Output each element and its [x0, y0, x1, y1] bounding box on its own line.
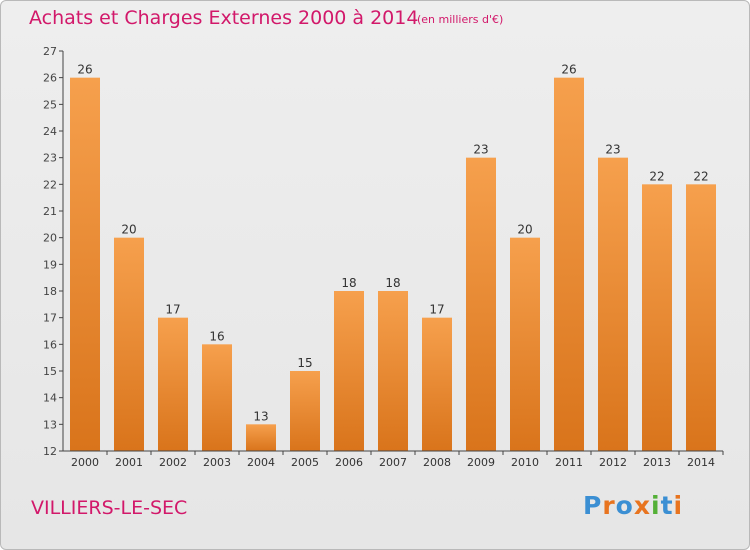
bar-value-label: 22 [649, 169, 664, 183]
x-tick-label: 2001 [115, 456, 143, 469]
bar-value-label: 18 [385, 276, 400, 290]
y-tick-label: 19 [43, 258, 57, 271]
logo-letter: o [615, 491, 634, 520]
bar [246, 424, 276, 451]
x-tick-label: 2006 [335, 456, 363, 469]
bar-value-label: 26 [77, 63, 92, 77]
x-tick-label: 2003 [203, 456, 231, 469]
y-tick-label: 26 [43, 72, 57, 85]
place-name: VILLIERS-LE-SEC [31, 497, 188, 519]
logo-letter: i [673, 491, 684, 520]
x-tick-label: 2000 [71, 456, 99, 469]
y-tick-label: 21 [43, 205, 57, 218]
bar [334, 291, 364, 451]
y-tick-label: 15 [43, 365, 57, 378]
y-tick-label: 12 [43, 445, 57, 458]
x-tick-label: 2012 [599, 456, 627, 469]
bar [554, 77, 584, 452]
bar-value-label: 23 [473, 143, 488, 157]
bar-value-label: 23 [605, 143, 620, 157]
y-axis-ticks: 12 13 14 15 16 17 18 19 20 21 22 23 24 25 26 27 [43, 45, 63, 458]
y-tick-label: 17 [43, 312, 57, 325]
x-tick-label: 2005 [291, 456, 319, 469]
bar-value-label: 20 [517, 223, 532, 237]
bars: 26 20 17 16 13 15 18 18 17 23 20 26 23 22 22 [70, 63, 716, 452]
x-tick-label: 2013 [643, 456, 671, 469]
y-tick-label: 25 [43, 98, 57, 111]
chart-subtitle: (en milliers d'€) [417, 13, 504, 26]
logo-letter: P [583, 491, 603, 520]
logo-letter: r [602, 491, 616, 520]
bar-value-label: 15 [297, 356, 312, 370]
bar [510, 237, 540, 451]
bar-value-label: 16 [209, 329, 224, 343]
bar-value-label: 18 [341, 276, 356, 290]
x-tick-label: 2011 [555, 456, 583, 469]
bar-value-label: 17 [429, 303, 444, 317]
y-tick-label: 20 [43, 232, 57, 245]
logo-letter: t [660, 491, 674, 520]
x-tick-label: 2002 [159, 456, 187, 469]
x-tick-label: 2004 [247, 456, 275, 469]
bar [158, 317, 188, 451]
bar [642, 184, 672, 452]
bar-value-label: 20 [121, 223, 136, 237]
bar [290, 371, 320, 451]
y-tick-label: 23 [43, 152, 57, 165]
bar-value-label: 13 [253, 409, 268, 423]
logo-letter: x [633, 491, 651, 520]
x-tick-label: 2008 [423, 456, 451, 469]
y-tick-label: 24 [43, 125, 57, 138]
bar [114, 237, 144, 451]
y-tick-label: 13 [43, 418, 57, 431]
bar-value-label: 26 [561, 63, 576, 77]
x-tick-label: 2014 [687, 456, 715, 469]
bar [422, 317, 452, 451]
y-tick-label: 27 [43, 45, 57, 58]
y-tick-label: 14 [43, 392, 57, 405]
bar [202, 344, 232, 451]
bar [598, 157, 628, 451]
y-tick-label: 18 [43, 285, 57, 298]
x-axis-ticks: 2000 2001 2002 2003 2004 2005 2006 2007 2008 2009… [71, 451, 724, 469]
x-tick-label: 2009 [467, 456, 495, 469]
bar [686, 184, 716, 452]
y-tick-label: 22 [43, 178, 57, 191]
proxiti-logo: Proxiti [583, 491, 683, 520]
y-tick-label: 16 [43, 338, 57, 351]
bar-value-label: 22 [693, 169, 708, 183]
x-tick-label: 2007 [379, 456, 407, 469]
bar [378, 291, 408, 451]
bar-value-label: 17 [165, 303, 180, 317]
bar [70, 77, 100, 452]
chart-title: Achats et Charges Externes 2000 à 2014 [29, 7, 419, 29]
logo-letter: i [651, 491, 661, 520]
x-tick-label: 2010 [511, 456, 539, 469]
bar [466, 157, 496, 451]
